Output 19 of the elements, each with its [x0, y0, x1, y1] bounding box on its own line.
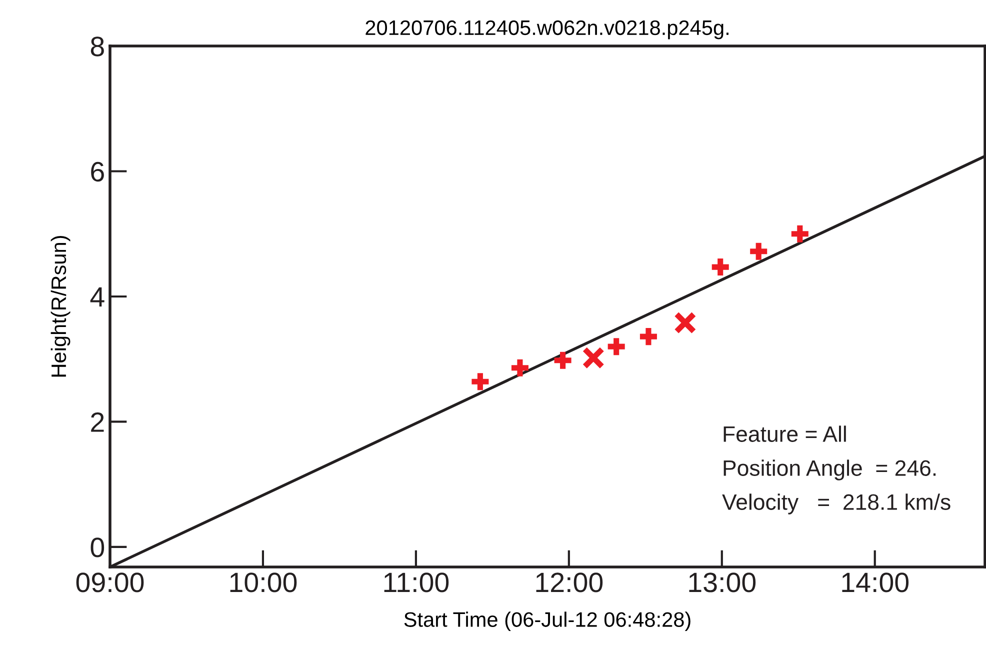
point	[674, 311, 696, 334]
y-tick-label: 0	[90, 538, 104, 558]
x-tick-label: 11:00	[384, 572, 449, 592]
y-tick-label: 4	[90, 287, 104, 307]
y-tick-label: 8	[90, 36, 104, 56]
y-tick-label: 6	[91, 162, 104, 182]
annotation: Position Angle = 246.	[724, 460, 936, 480]
x-tick-label: 14:00	[842, 572, 909, 592]
x-tick-label: 13:00	[689, 572, 756, 592]
x-tick-label: 12:00	[536, 572, 603, 592]
x-tick-label: 09:00	[76, 572, 144, 592]
annotation: Feature = All	[724, 426, 846, 442]
chart-title: 20120706.112405.w062n.v0218.p245g.	[366, 20, 728, 40]
x-axis-title: Start Time (06-Jul-12 06:48:28)	[404, 612, 690, 632]
annotation: Velocity = 218.1 km/s	[722, 494, 950, 514]
y-axis-title: Height(R/Rsun)	[50, 236, 70, 377]
y-tick-label: 2	[91, 412, 104, 432]
point	[582, 346, 605, 370]
x-tick-label: 10:00	[230, 572, 297, 592]
